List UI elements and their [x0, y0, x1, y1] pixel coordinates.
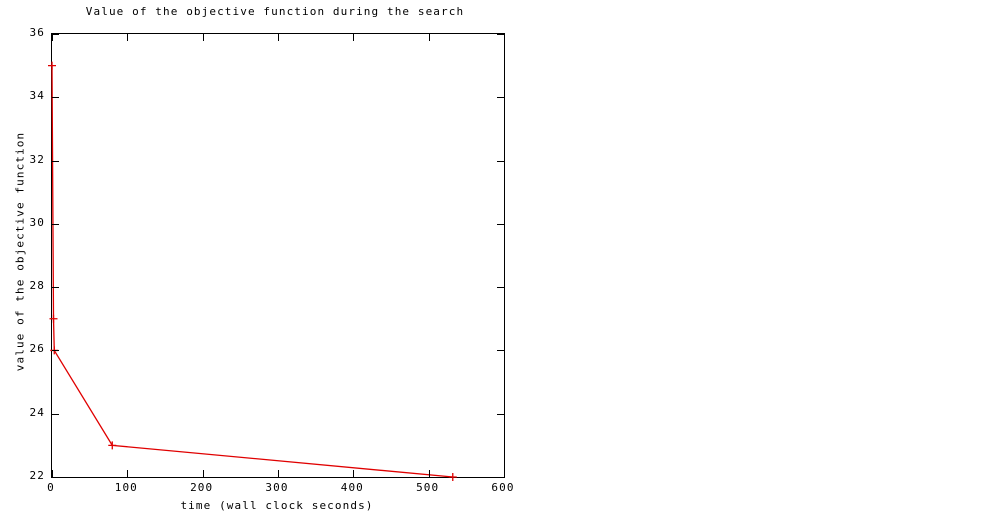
y-axis-tick-label: 36 [29, 26, 45, 39]
data-line [51, 65, 453, 478]
y-axis-tick-label: 34 [29, 89, 45, 103]
x-axis-tick [127, 470, 129, 477]
y-axis-tick [497, 350, 504, 352]
series-objective-value [48, 61, 457, 481]
y-axis-tick-label: 22 [29, 469, 45, 482]
data-point-marker [448, 473, 457, 481]
y-axis-tick [52, 223, 59, 225]
x-axis-tick [353, 470, 355, 477]
data-point-marker [48, 61, 56, 70]
y-axis-tick [497, 34, 504, 35]
y-axis-tick [497, 477, 504, 478]
x-axis-tick [504, 470, 505, 477]
x-axis-tick [52, 470, 53, 477]
x-axis-tick-label: 100 [114, 481, 138, 494]
y-axis-tick [52, 350, 59, 352]
y-axis-tick-labels: 22 24 26 28 30 32 34 36 [0, 0, 45, 512]
y-axis-tick-label: 28 [29, 279, 45, 293]
x-axis-label: time (wall clock seconds) [180, 499, 374, 512]
y-axis-tick [497, 223, 504, 225]
y-axis-tick [497, 160, 504, 162]
data-series-layer [48, 61, 457, 481]
y-axis-tick [52, 97, 59, 99]
x-axis-tick [278, 470, 279, 477]
x-axis-tick [428, 34, 430, 41]
x-axis-tick-label: 200 [190, 481, 214, 494]
x-axis-tick [202, 470, 204, 477]
x-axis-tick [52, 34, 53, 41]
x-axis-tick [202, 34, 204, 41]
y-axis-tick [52, 34, 59, 35]
x-axis-tick [127, 34, 129, 41]
x-axis-tick-label: 400 [340, 481, 364, 494]
y-axis-tick [52, 160, 59, 162]
x-axis-tick [278, 34, 279, 41]
y-axis-label: value of the objective function [13, 131, 27, 372]
x-axis-tick [353, 34, 355, 41]
y-axis-tick [52, 287, 59, 289]
chart-title: Value of the objective function during t… [85, 5, 465, 18]
y-axis-tick-label: 26 [29, 342, 45, 356]
y-axis-tick [497, 97, 504, 99]
x-axis-tick-label: 600 [491, 481, 515, 494]
y-axis-tick [497, 413, 504, 415]
y-axis-tick [497, 287, 504, 289]
y-axis-tick-label: 24 [29, 405, 45, 419]
x-axis-tick-label: 300 [265, 481, 289, 494]
x-axis-tick-label: 0 [47, 481, 55, 494]
y-axis-tick-label: 30 [29, 215, 45, 229]
x-axis-tick [428, 470, 430, 477]
y-axis-tick [52, 413, 59, 415]
x-axis-tick [504, 34, 505, 41]
data-point-marker [108, 441, 117, 450]
x-axis-tick-labels: 0 100 200 300 400 500 600 [0, 481, 992, 497]
y-axis-tick-label: 32 [29, 152, 45, 166]
data-point-marker [49, 314, 58, 323]
x-axis-tick-label: 500 [416, 481, 440, 494]
plot-area [48, 33, 505, 481]
y-axis-tick [52, 477, 59, 478]
